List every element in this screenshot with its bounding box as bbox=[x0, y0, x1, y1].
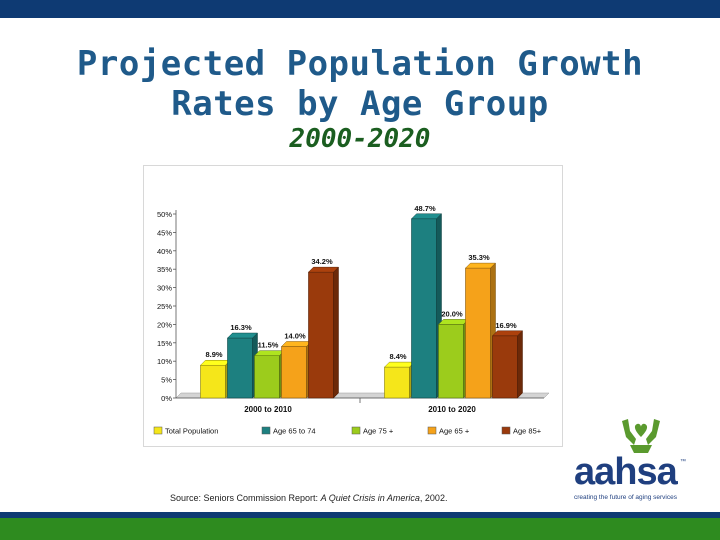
x-category-label: 2010 to 2020 bbox=[428, 405, 476, 414]
y-tick-label: 30% bbox=[157, 284, 172, 293]
data-label: 20.0% bbox=[441, 309, 463, 318]
bottom-band bbox=[0, 512, 720, 540]
bar-age-65-to-74-1 bbox=[227, 337, 253, 399]
data-label: 34.2% bbox=[311, 257, 333, 266]
source-prefix: Source: Seniors Commission Report: bbox=[170, 493, 321, 503]
bar-total-population-1 bbox=[200, 364, 226, 399]
x-category-label: 2000 to 2010 bbox=[244, 405, 292, 414]
y-tick-label: 45% bbox=[157, 228, 172, 237]
bar-chart: 0% 5% 10% 15% 20% 25% 30% 35% 40% 45% 50% 8.9% 16.3%… bbox=[153, 204, 550, 436]
hands-heart-icon bbox=[622, 419, 660, 453]
slide-title: Projected Population Growth Rates by Age… bbox=[0, 44, 720, 124]
data-label: 48.7% bbox=[414, 204, 436, 213]
slide-subtitle: 2000-2020 bbox=[289, 124, 431, 154]
source-suffix: , 2002. bbox=[419, 493, 448, 503]
chart-panel: 0% 5% 10% 15% 20% 25% 30% 35% 40% 45% 50% 8.9% 16.3%… bbox=[143, 165, 563, 447]
bar-age-65--1 bbox=[281, 346, 307, 399]
aahsa-logo: aahsa ™ creating the future of aging ser… bbox=[572, 415, 692, 501]
legend-swatch bbox=[501, 426, 511, 435]
bar-age-85--1 bbox=[308, 271, 334, 399]
legend-label: Age 65 + bbox=[439, 427, 470, 436]
legend-label: Age 75 + bbox=[363, 427, 394, 436]
y-tick-label: 35% bbox=[157, 265, 172, 274]
legend-swatch bbox=[427, 426, 437, 435]
legend-swatch bbox=[351, 426, 361, 435]
legend-swatch bbox=[261, 426, 271, 435]
bar-age-85--2 bbox=[492, 335, 518, 399]
y-tick-label: 50% bbox=[157, 210, 172, 219]
y-tick-label: 5% bbox=[161, 376, 172, 385]
data-label: 8.4% bbox=[389, 352, 406, 361]
legend-label: Age 65 to 74 bbox=[273, 427, 316, 436]
bar-age-65-to-74-2 bbox=[411, 218, 437, 399]
legend-label: Total Population bbox=[165, 427, 218, 436]
data-label: 35.3% bbox=[468, 253, 490, 262]
bar-side-face bbox=[333, 266, 339, 399]
logo-tagline: creating the future of aging services bbox=[574, 494, 677, 501]
data-label: 16.9% bbox=[495, 321, 517, 330]
logo-trademark: ™ bbox=[680, 459, 686, 465]
legend-swatch bbox=[153, 426, 163, 435]
bottom-green-stripe bbox=[0, 518, 720, 540]
data-label: 16.3% bbox=[230, 323, 252, 332]
data-label: 11.5% bbox=[258, 341, 279, 350]
top-accent-bar bbox=[0, 0, 720, 18]
y-tick-label: 0% bbox=[161, 394, 172, 403]
bar-total-population-2 bbox=[384, 366, 410, 399]
bar-age-75--2 bbox=[438, 324, 464, 399]
logo-wordmark: aahsa bbox=[574, 451, 678, 493]
data-label: 8.9% bbox=[205, 350, 222, 359]
bar-side-face bbox=[517, 330, 523, 399]
source-title: A Quiet Crisis in America bbox=[320, 493, 420, 503]
y-tick-label: 20% bbox=[157, 320, 172, 329]
title-line-1: Projected Population Growth bbox=[76, 44, 644, 84]
bottom-navy-stripe bbox=[0, 512, 720, 518]
source-note: Source: Seniors Commission Report: A Qui… bbox=[170, 493, 447, 503]
title-line-2: Rates by Age Group bbox=[171, 84, 549, 124]
data-label: 14.0% bbox=[284, 331, 306, 340]
legend-label: Age 85+ bbox=[513, 427, 542, 436]
bar-age-65--2 bbox=[465, 267, 491, 399]
y-tick-label: 10% bbox=[157, 357, 172, 366]
y-tick-label: 15% bbox=[157, 339, 172, 348]
y-tick-label: 25% bbox=[157, 302, 172, 311]
y-tick-label: 40% bbox=[157, 247, 172, 256]
bar-age-75--1 bbox=[254, 355, 280, 399]
